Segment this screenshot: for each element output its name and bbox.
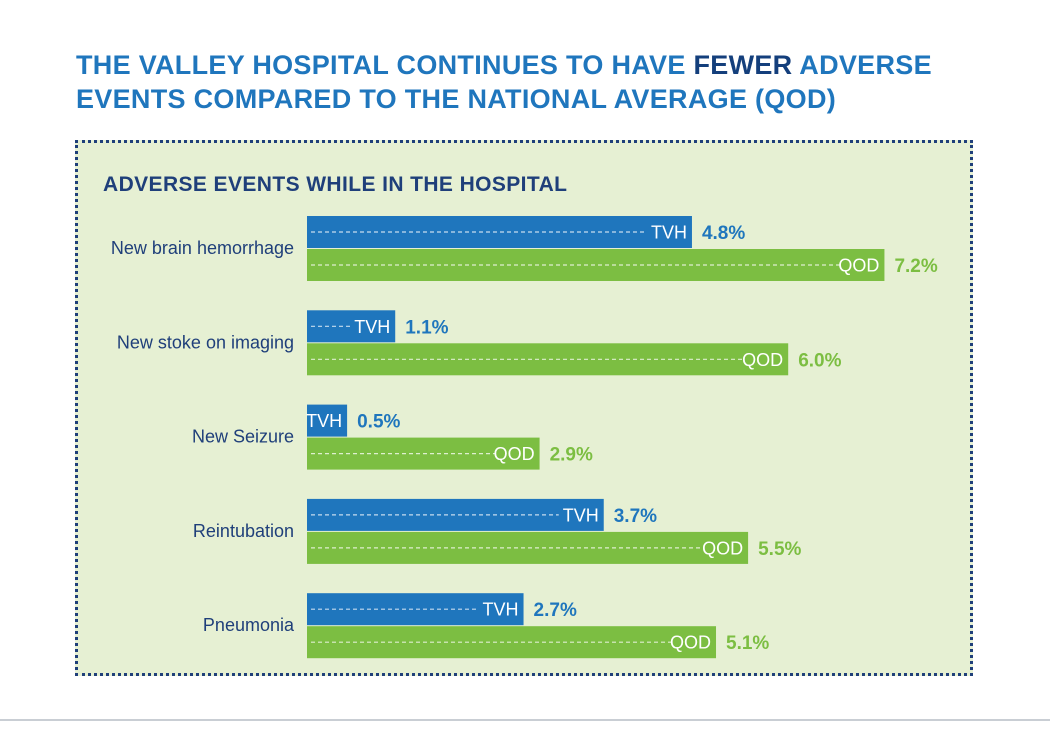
chart-title: ADVERSE EVENTS WHILE IN THE HOSPITAL [103, 173, 568, 196]
headline-emphasis: FEWER [693, 50, 793, 80]
data-label: 1.1% [405, 317, 448, 338]
headline-text: THE VALLEY HOSPITAL CONTINUES TO HAVE [76, 50, 694, 80]
series-name-label: TVH [483, 600, 519, 620]
series-name-label: TVH [354, 317, 390, 337]
category-label: New Seizure [192, 427, 294, 447]
category-label: New stoke on imaging [117, 332, 294, 352]
series-name-label: QOD [702, 538, 743, 558]
headline-text-end: ADVERSE EVENTS COMPARED TO THE NATIONAL … [76, 50, 932, 114]
series-name-label: QOD [838, 256, 879, 276]
series-name-label: QOD [670, 633, 711, 653]
series-name-label: TVH [306, 411, 342, 431]
category-label: Pneumonia [203, 615, 295, 635]
footer-divider [0, 719, 1050, 721]
series-name-label: TVH [563, 505, 599, 525]
category-label: New brain hemorrhage [111, 238, 294, 258]
data-label: 5.5% [758, 539, 801, 560]
data-label: 2.7% [534, 600, 577, 621]
bar-qod [307, 531, 749, 564]
series-name-label: QOD [494, 444, 535, 464]
data-label: 0.5% [357, 412, 400, 433]
series-name-label: TVH [651, 223, 687, 243]
data-label: 5.1% [726, 633, 769, 654]
data-label: 2.9% [550, 445, 593, 466]
data-label: 7.2% [894, 256, 937, 277]
bar-qod [307, 343, 789, 376]
data-label: 6.0% [798, 350, 841, 371]
data-label: 4.8% [702, 223, 745, 244]
series-name-label: QOD [742, 350, 783, 370]
bar-tvh [307, 404, 348, 437]
bar-tvh [307, 593, 524, 626]
page-headline: THE VALLEY HOSPITAL CONTINUES TO HAVE FE… [76, 48, 996, 116]
bar-tvh [307, 498, 604, 531]
data-label: 3.7% [614, 506, 657, 527]
category-label: Reintubation [193, 521, 294, 541]
